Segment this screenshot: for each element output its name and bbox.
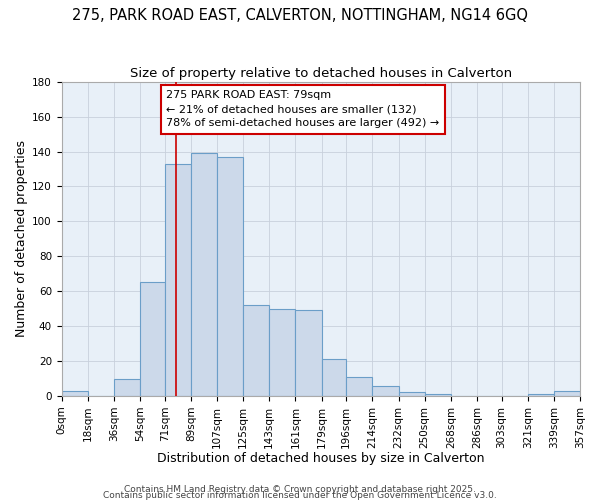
Bar <box>295 310 322 396</box>
Bar <box>398 392 425 396</box>
Bar <box>140 282 165 396</box>
Bar <box>191 154 217 396</box>
Bar <box>114 378 140 396</box>
Bar <box>269 308 295 396</box>
Text: 275, PARK ROAD EAST, CALVERTON, NOTTINGHAM, NG14 6GQ: 275, PARK ROAD EAST, CALVERTON, NOTTINGH… <box>72 8 528 22</box>
Bar <box>217 157 243 396</box>
Y-axis label: Number of detached properties: Number of detached properties <box>15 140 28 338</box>
Text: 275 PARK ROAD EAST: 79sqm
← 21% of detached houses are smaller (132)
78% of semi: 275 PARK ROAD EAST: 79sqm ← 21% of detac… <box>166 90 439 128</box>
Bar <box>165 164 191 396</box>
Bar <box>346 377 373 396</box>
Bar <box>528 394 554 396</box>
Title: Size of property relative to detached houses in Calverton: Size of property relative to detached ho… <box>130 68 512 80</box>
Bar <box>243 305 269 396</box>
Bar <box>62 390 88 396</box>
Text: Contains public sector information licensed under the Open Government Licence v3: Contains public sector information licen… <box>103 490 497 500</box>
Bar <box>322 360 346 396</box>
Bar <box>425 394 451 396</box>
Text: Contains HM Land Registry data © Crown copyright and database right 2025.: Contains HM Land Registry data © Crown c… <box>124 485 476 494</box>
Bar <box>554 390 580 396</box>
X-axis label: Distribution of detached houses by size in Calverton: Distribution of detached houses by size … <box>157 452 485 465</box>
Bar <box>373 386 398 396</box>
